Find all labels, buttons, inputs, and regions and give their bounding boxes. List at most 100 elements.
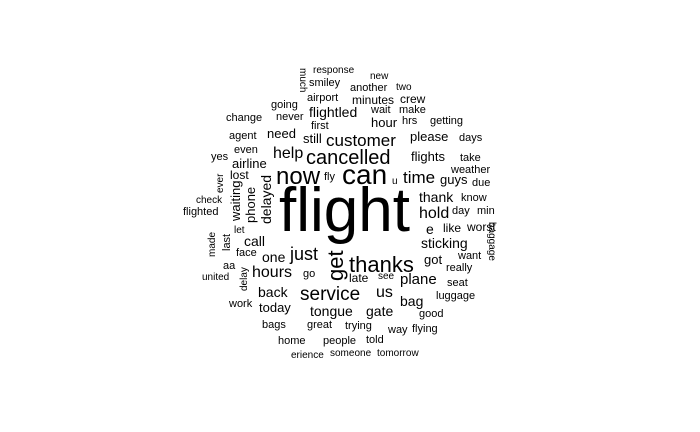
word-tomorrow: tomorrow bbox=[377, 348, 419, 359]
word-flight: flight bbox=[279, 176, 410, 245]
word-worst: worst bbox=[467, 220, 496, 234]
word-min: min bbox=[477, 205, 495, 217]
word-good: good bbox=[419, 308, 444, 320]
word-want: want bbox=[458, 250, 482, 262]
word-delay: delay bbox=[239, 267, 250, 291]
word-airline: airline bbox=[232, 156, 267, 171]
word-great: great bbox=[307, 319, 333, 331]
word-aa: aa bbox=[223, 260, 236, 272]
word-much: much bbox=[297, 68, 308, 93]
word-work: work bbox=[229, 298, 253, 310]
word-take: take bbox=[460, 152, 481, 164]
word-bag: bag bbox=[400, 293, 424, 309]
word-plane: plane bbox=[400, 271, 437, 288]
word-hrs: hrs bbox=[402, 115, 418, 127]
word-due: due bbox=[472, 177, 491, 189]
word-luggage: luggage bbox=[436, 290, 476, 302]
word-guys: guys bbox=[440, 172, 468, 187]
word-know: know bbox=[461, 192, 487, 204]
word-tongue: tongue bbox=[310, 303, 353, 319]
word-another: another bbox=[350, 82, 388, 94]
word-told: told bbox=[366, 334, 384, 346]
word-need: need bbox=[267, 126, 296, 141]
word-erience: erience bbox=[291, 350, 324, 361]
word-never: never bbox=[276, 111, 304, 123]
word-wait: wait bbox=[371, 104, 391, 116]
word-trying: trying bbox=[345, 320, 372, 332]
word-today: today bbox=[259, 300, 291, 315]
word-fly: fly bbox=[324, 171, 335, 183]
word-call: call bbox=[244, 233, 266, 249]
word-face: face bbox=[236, 247, 257, 259]
word-waiting: waiting bbox=[228, 180, 243, 221]
word-get: get bbox=[323, 250, 348, 281]
word-see: see bbox=[378, 271, 395, 282]
word-really: really bbox=[446, 262, 473, 274]
word-home: home bbox=[278, 335, 306, 347]
word-time: time bbox=[403, 168, 436, 187]
word-still: still bbox=[303, 131, 322, 146]
word-someone: someone bbox=[330, 348, 372, 359]
word-hours: hours bbox=[252, 264, 293, 281]
word-getting: getting bbox=[430, 115, 464, 127]
word-just: just bbox=[290, 244, 319, 264]
word-go: go bbox=[303, 268, 316, 280]
word-sticking: sticking bbox=[421, 235, 468, 251]
word-thank: thank bbox=[419, 189, 454, 205]
word-day: day bbox=[452, 205, 470, 217]
word-gate: gate bbox=[366, 303, 394, 319]
word-ever: ever bbox=[215, 173, 226, 193]
word-weather: weather bbox=[451, 164, 491, 176]
word-make: make bbox=[399, 104, 426, 116]
word-service: service bbox=[300, 284, 361, 305]
word-going: going bbox=[271, 99, 298, 111]
word-check: check bbox=[196, 195, 223, 206]
word-delayed: delayed bbox=[258, 174, 274, 224]
word-e: e bbox=[426, 221, 434, 237]
word-minutes: minutes bbox=[352, 93, 395, 107]
word-smiley: smiley bbox=[309, 77, 341, 89]
word-change: change bbox=[226, 112, 263, 124]
word-us: us bbox=[376, 284, 393, 301]
word-flighted: flighted bbox=[183, 206, 219, 218]
word-flightled: flightled bbox=[309, 104, 358, 120]
word-days: days bbox=[459, 132, 483, 144]
word-people: people bbox=[323, 335, 357, 347]
word-flights: flights bbox=[411, 149, 445, 164]
word-flying: flying bbox=[412, 323, 438, 335]
word-thanks: thanks bbox=[349, 252, 414, 277]
word-united: united bbox=[202, 272, 230, 283]
word-cancelled: cancelled bbox=[306, 147, 391, 169]
word-can: can bbox=[342, 159, 388, 190]
word-like: like bbox=[443, 221, 462, 235]
word-made: made bbox=[207, 231, 218, 257]
word-way: way bbox=[388, 324, 408, 336]
word-new: new bbox=[370, 71, 389, 82]
word-let: let bbox=[234, 225, 245, 236]
word-help: help bbox=[273, 145, 304, 162]
word-crew: crew bbox=[400, 92, 426, 106]
word-response: response bbox=[313, 65, 355, 76]
word-late: late bbox=[349, 271, 369, 285]
word-even: even bbox=[234, 144, 258, 156]
word-yes: yes bbox=[211, 151, 229, 163]
word-u: u bbox=[392, 176, 398, 187]
word-now: now bbox=[276, 163, 321, 190]
word-baggage: baggage bbox=[486, 222, 497, 261]
word-customer: customer bbox=[326, 131, 396, 150]
word-agent: agent bbox=[229, 130, 257, 142]
word-airport: airport bbox=[307, 92, 339, 104]
word-back: back bbox=[258, 284, 288, 300]
word-seat: seat bbox=[447, 277, 468, 289]
word-one: one bbox=[262, 249, 286, 265]
word-got: got bbox=[424, 252, 443, 267]
word-bags: bags bbox=[262, 319, 286, 331]
word-last: last bbox=[221, 233, 233, 251]
word-phone: phone bbox=[243, 186, 258, 223]
word-lost: lost bbox=[230, 168, 249, 182]
word-hold: hold bbox=[419, 205, 450, 222]
word-please: please bbox=[410, 129, 449, 144]
word-first: first bbox=[311, 120, 329, 132]
word-two: two bbox=[396, 82, 412, 93]
